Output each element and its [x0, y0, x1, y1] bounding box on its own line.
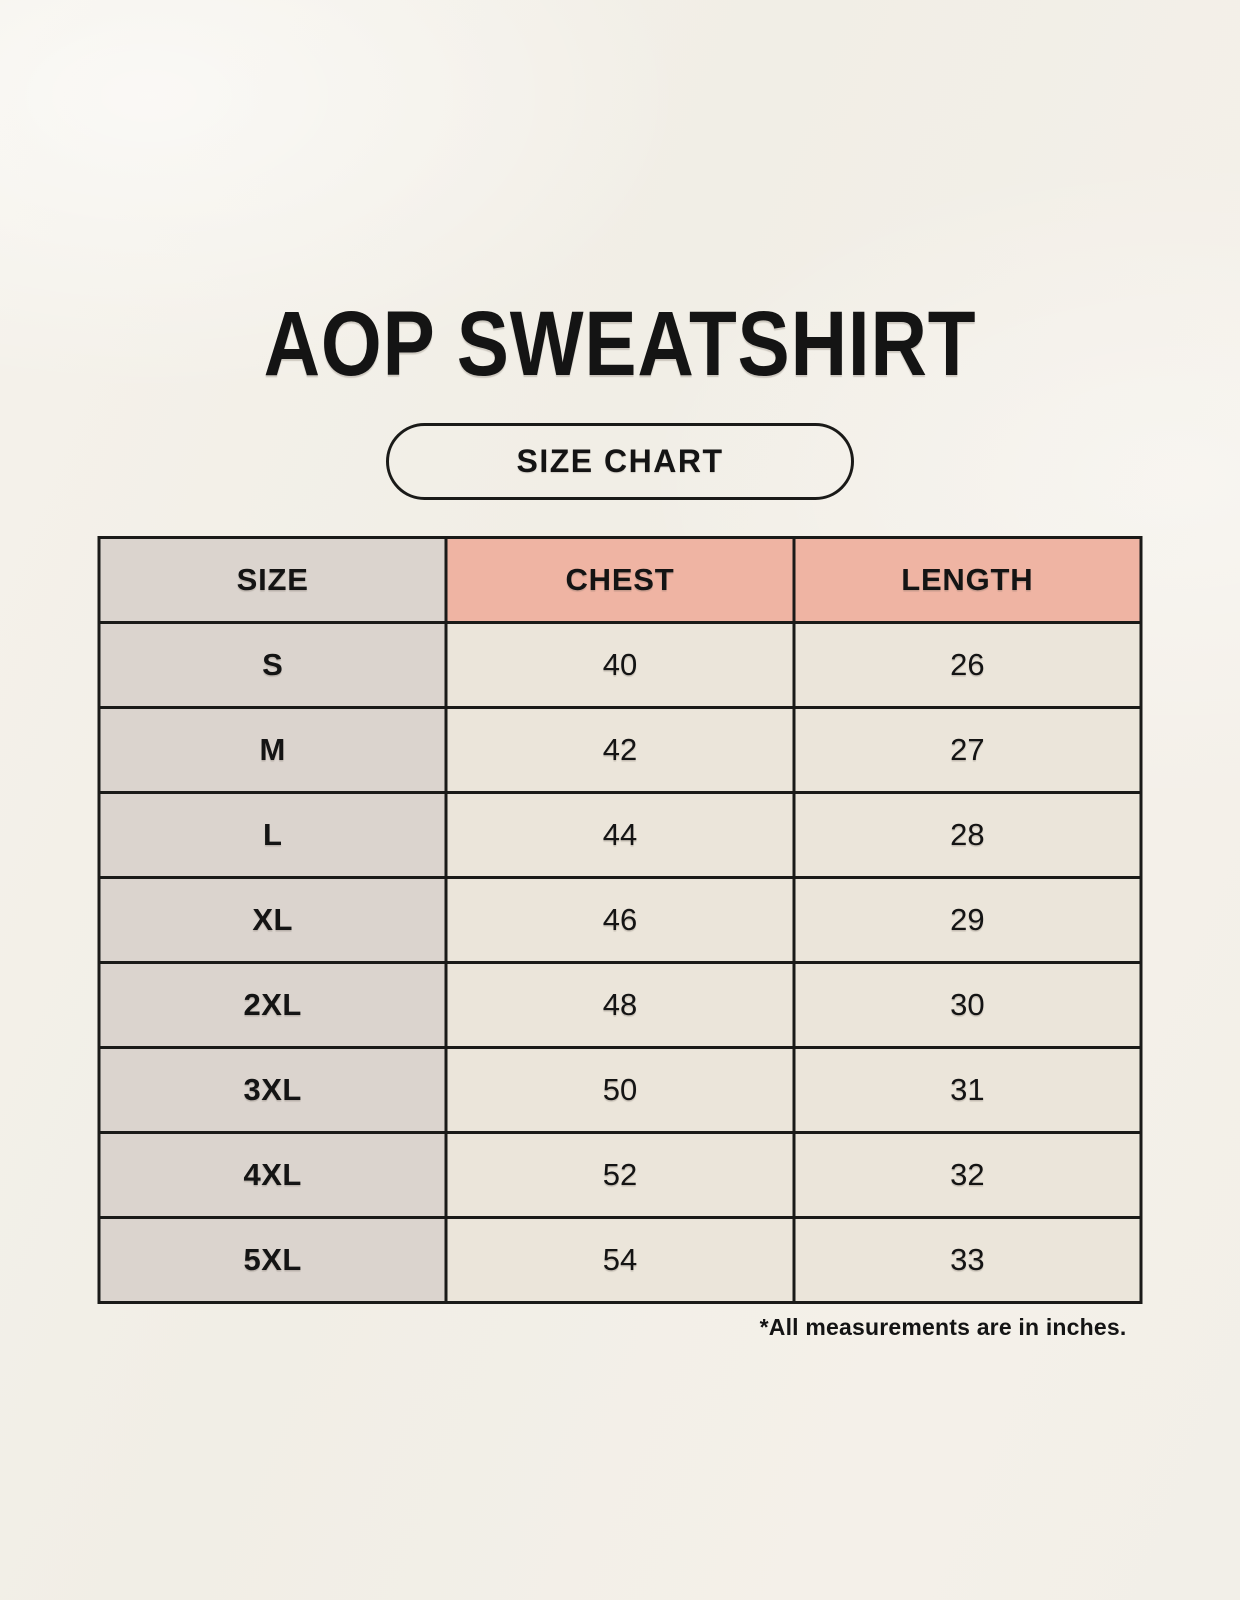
- length-cell: 29: [792, 876, 1143, 964]
- size-cell: 2XL: [97, 961, 448, 1049]
- column-header-chest: CHEST: [444, 536, 796, 624]
- table-row: 5XL 54 33: [97, 1216, 1143, 1304]
- measurement-note: *All measurements are in inches.: [759, 1314, 1127, 1340]
- length-cell: 26: [792, 621, 1143, 709]
- length-cell: 32: [792, 1131, 1143, 1219]
- table-row: 4XL 52 32: [97, 1131, 1143, 1219]
- length-cell: 28: [792, 791, 1143, 879]
- table-row: 3XL 50 31: [97, 1046, 1143, 1134]
- size-cell: 5XL: [97, 1216, 448, 1304]
- length-cell: 30: [792, 961, 1143, 1049]
- size-chart-badge-label: SIZE CHART: [516, 443, 724, 479]
- size-cell: L: [97, 791, 448, 879]
- chest-cell: 44: [444, 791, 796, 879]
- chest-cell: 42: [444, 706, 796, 794]
- column-header-size: SIZE: [97, 536, 448, 624]
- length-cell: 33: [792, 1216, 1143, 1304]
- chest-cell: 48: [444, 961, 796, 1049]
- size-cell: 3XL: [97, 1046, 448, 1134]
- size-table-container: SIZE CHEST LENGTH S 40 26 M 42 27 L: [97, 536, 1143, 1341]
- table-row: 2XL 48 30: [97, 961, 1143, 1049]
- chest-cell: 50: [444, 1046, 796, 1134]
- table-row: XL 46 29: [97, 876, 1143, 964]
- size-cell: M: [97, 706, 448, 794]
- table-row: M 42 27: [97, 706, 1143, 794]
- size-cell: XL: [97, 876, 448, 964]
- page-title: AOP SWEATSHIRT: [263, 293, 977, 395]
- size-cell: 4XL: [97, 1131, 448, 1219]
- chest-cell: 54: [444, 1216, 796, 1304]
- table-row: S 40 26: [97, 621, 1143, 709]
- table-header-row: SIZE CHEST LENGTH: [97, 536, 1143, 624]
- size-table: SIZE CHEST LENGTH S 40 26 M 42 27 L: [97, 536, 1143, 1304]
- table-row: L 44 28: [97, 791, 1143, 879]
- chest-cell: 46: [444, 876, 796, 964]
- size-chart-badge: SIZE CHART: [386, 423, 854, 500]
- size-cell: S: [97, 621, 448, 709]
- chest-cell: 40: [444, 621, 796, 709]
- length-cell: 31: [792, 1046, 1143, 1134]
- column-header-length: LENGTH: [792, 536, 1143, 624]
- length-cell: 27: [792, 706, 1143, 794]
- chest-cell: 52: [444, 1131, 796, 1219]
